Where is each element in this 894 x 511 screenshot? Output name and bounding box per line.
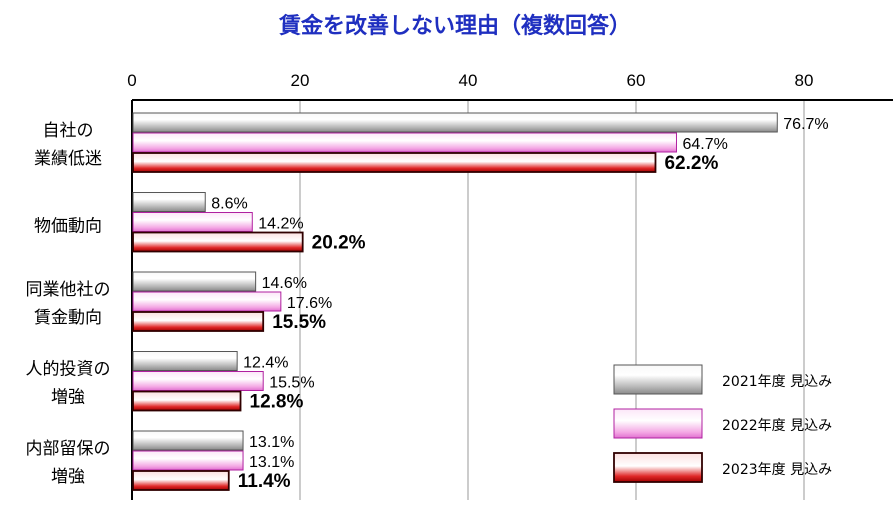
legend-swatch: [613, 364, 703, 395]
bar: [132, 390, 242, 412]
data-label: 62.2%: [664, 153, 718, 174]
data-label: 13.1%: [249, 434, 294, 451]
legend-label: 2022年度 見込み: [722, 418, 832, 434]
data-label: 13.1%: [249, 454, 294, 471]
category-label: 内部留保の: [26, 439, 111, 459]
bar: [132, 311, 265, 332]
bar: [132, 231, 304, 253]
bar: [132, 450, 244, 471]
category-label: 増強: [51, 467, 85, 487]
bar: [132, 112, 778, 133]
data-label: 15.5%: [269, 375, 314, 392]
data-label: 76.7%: [783, 116, 828, 133]
bar: [132, 351, 238, 371]
bar: [132, 132, 677, 153]
bar: [132, 470, 230, 491]
data-label: 11.4%: [238, 471, 291, 492]
data-label: 64.7%: [682, 136, 727, 153]
data-label: 14.2%: [258, 216, 303, 233]
data-label: 15.5%: [272, 312, 326, 333]
data-label: 20.2%: [312, 233, 366, 254]
data-labels: 76.7%64.7%62.2%8.6%14.2%20.2%14.6%17.6%1…: [211, 116, 828, 492]
category-label: 業績低迷: [34, 149, 102, 169]
data-label: 14.6%: [262, 275, 307, 292]
data-label: 17.6%: [287, 295, 332, 312]
x-tick-label: 40: [459, 71, 478, 90]
legend: 2021年度 見込み 2022年度 見込み 2023年度 見込み: [613, 364, 832, 483]
legend-label: 2021年度 見込み: [722, 374, 832, 390]
bars: [132, 112, 778, 491]
legend-swatch: [613, 408, 703, 439]
x-tick-label: 0: [127, 71, 136, 90]
data-label: 12.8%: [250, 392, 304, 413]
data-label: 8.6%: [211, 196, 247, 213]
category-label: 増強: [51, 388, 85, 408]
bar: [132, 212, 253, 232]
bar: [132, 271, 257, 292]
data-label: 12.4%: [243, 355, 288, 372]
x-tick-label: 60: [627, 71, 646, 90]
bar: [132, 152, 657, 173]
legend-swatch: [613, 452, 703, 483]
legend-label: 2023年度 見込み: [722, 462, 832, 478]
category-label: 自社の: [43, 121, 94, 141]
x-axis-ticks: 0 20 40 60 80: [127, 71, 813, 90]
category-label: 同業他社の: [26, 280, 111, 300]
bar: [132, 291, 282, 312]
bar: [132, 371, 264, 391]
bar: [132, 430, 244, 451]
x-tick-label: 20: [291, 71, 310, 90]
bar: [132, 192, 206, 212]
chart-title: 賃金を改善しない理由（複数回答）: [278, 13, 631, 39]
category-label: 賃金動向: [34, 308, 102, 328]
category-label: 物価動向: [34, 217, 102, 237]
category-label: 人的投資の: [26, 360, 111, 380]
x-tick-label: 80: [795, 71, 814, 90]
